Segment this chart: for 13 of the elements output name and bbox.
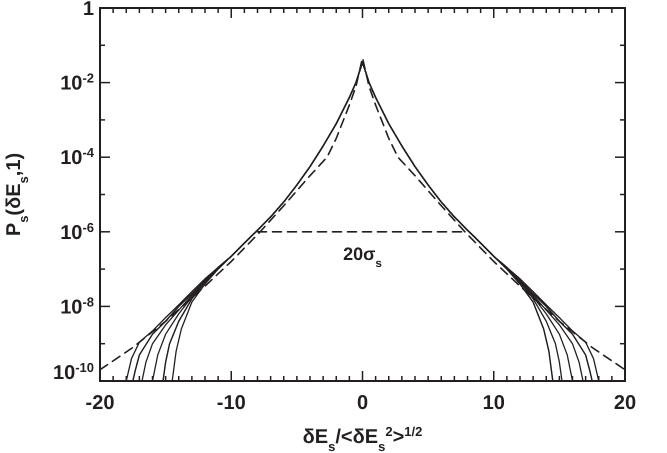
x-tick-label: -20 (86, 392, 114, 414)
x-tick-label: 20 (614, 392, 636, 414)
x-tick-label: -10 (216, 392, 246, 414)
y-tick-label: 10$^{-10}$ (52, 360, 94, 384)
x-tick-label: 0 (356, 392, 368, 414)
y-tick-label: 10$^{-8}$ (60, 294, 94, 318)
x-tick-label: 10 (482, 392, 505, 414)
y-tick-label: 1 (82, 0, 94, 20)
annotation: 20σ$_{s}$ (343, 244, 382, 270)
y-tick-label: 10$^{-2}$ (60, 70, 94, 95)
y-tick-label: 10$^{-4}$ (60, 144, 95, 170)
x-axis-title: δE$_{s}$/<δE$_{s}$$^{2}$>$^{1/2}$ (302, 424, 422, 453)
y-tick-label: 10$^{-6}$ (60, 219, 94, 244)
